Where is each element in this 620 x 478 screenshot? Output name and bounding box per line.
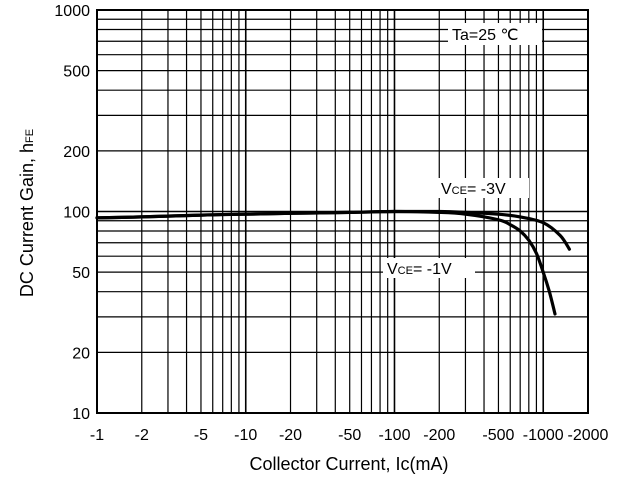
x-tick-label: -500 [482,427,514,444]
x-tick-label: -1000 [523,427,564,444]
x-tick-label: -1 [90,427,104,444]
y-axis-title: DC Current Gain, hFE [17,129,37,297]
curves [95,209,571,316]
condition-label: Ta=25 ℃ [452,27,518,44]
series-label-3v: VCE= -3V [441,181,506,198]
y-tick-label: 500 [63,64,90,81]
x-tick-label: -20 [279,427,302,444]
series-label-background-3v [437,178,529,198]
y-tick-labels: 10 20 50 100 200 500 1000 [54,3,90,423]
x-tick-label: -10 [234,427,257,444]
x-tick-label: -2 [135,427,149,444]
x-tick-label: -2000 [568,427,609,444]
series-label-background-1v [383,258,475,278]
x-tick-label: -50 [338,427,361,444]
x-tick-label: -200 [423,427,455,444]
x-tick-labels: -1 -2 -5 -10 -20 -50 -100 -200 -500 -1000 -2000 [90,427,609,444]
plot-frame [96,9,589,414]
x-tick-label: -100 [378,427,410,444]
y-tick-label: 50 [72,265,90,282]
series-label-1v: VCE= -1V [387,261,452,278]
series-line-vce-1v [95,209,557,316]
y-tick-label: 20 [72,345,90,362]
condition-label-background [448,23,542,45]
y-tick-label: 100 [63,205,90,222]
y-tick-label: 1000 [54,3,90,20]
y-tick-label: 200 [63,144,90,161]
y-tick-label: 10 [72,406,90,423]
x-tick-label: -5 [194,427,208,444]
x-axis-title: Collector Current, Ic(mA) [249,454,448,474]
